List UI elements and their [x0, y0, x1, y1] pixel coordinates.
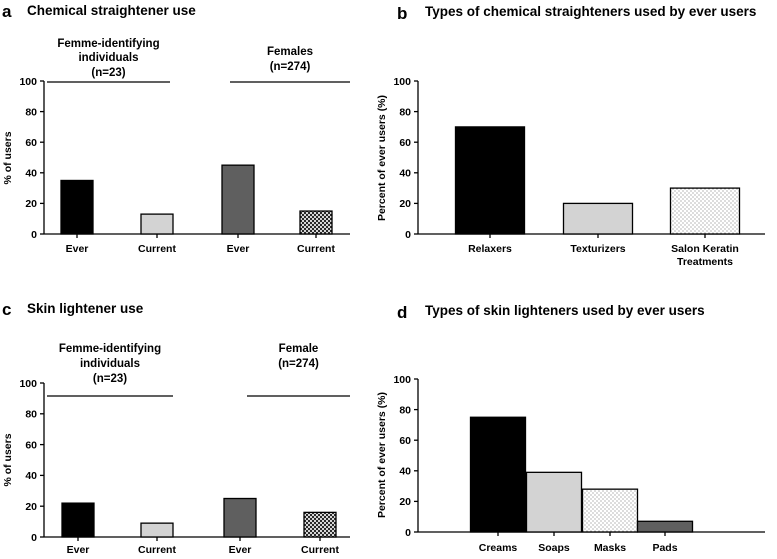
- x-category-label: Pads: [652, 542, 677, 554]
- bar-texturizers: [562, 202, 634, 235]
- y-tick-label: 60: [399, 435, 411, 447]
- y-tick-label: 40: [399, 466, 411, 478]
- x-category-label: Masks: [594, 542, 626, 554]
- x-category-label: Ever: [67, 544, 90, 556]
- x-category-label: Soaps: [538, 542, 570, 554]
- panel-a: a Chemical straightener use % of users 0…: [2, 2, 350, 255]
- panel-c-plot: 0 20 40 60 80 100 Ever Current Ever Current Femme-…: [19, 343, 350, 556]
- bar-pads: [636, 520, 694, 533]
- x-category-label: Ever: [227, 243, 250, 255]
- y-tick-label: 20: [399, 496, 411, 508]
- bar-ever: [60, 179, 94, 235]
- bar-ever: [223, 497, 257, 538]
- x-category-label: Treatments: [677, 256, 733, 268]
- group-label: individuals: [78, 52, 138, 64]
- panel-b-plot: 0 20 40 60 80 100 Relaxers Texturizers Salon Ker…: [393, 76, 765, 268]
- y-tick-label: 20: [25, 501, 37, 513]
- panel-a-title: Chemical straightener use: [27, 3, 196, 18]
- y-tick-label: 40: [25, 168, 37, 180]
- y-tick-label: 0: [405, 229, 411, 241]
- panel-b: b Types of chemical straighteners used b…: [376, 4, 765, 268]
- bar-current: [140, 213, 174, 235]
- panel-d-y-axis-label: Percent of ever users (%): [376, 392, 388, 518]
- panel-d-letter: d: [397, 303, 407, 322]
- y-tick-label: 60: [25, 137, 37, 149]
- panel-b-y-axis-label: Percent of ever users (%): [376, 95, 388, 221]
- y-tick-label: 100: [19, 378, 37, 390]
- group-label: (n=23): [93, 373, 127, 385]
- bar-creams: [469, 416, 527, 533]
- group-label: (n=274): [278, 358, 319, 370]
- y-tick-label: 20: [25, 198, 37, 210]
- group-label: (n=23): [91, 67, 125, 79]
- bar-current: [299, 210, 333, 235]
- x-category-label: Creams: [479, 542, 518, 554]
- y-tick-label: 100: [19, 76, 37, 88]
- panel-a-letter: a: [2, 2, 12, 21]
- bar-salon-keratin-treatments: [669, 187, 741, 235]
- panel-b-letter: b: [397, 4, 407, 23]
- x-category-label: Texturizers: [570, 243, 625, 255]
- group-label: Femme-identifying: [57, 38, 159, 50]
- panel-a-plot: 0 20 40 60 80 100 Ever Current Ever Current Femme-…: [19, 38, 350, 255]
- group-label: individuals: [80, 358, 140, 370]
- panel-a-y-axis-label: % of users: [2, 131, 14, 184]
- y-tick-label: 80: [25, 409, 37, 421]
- group-label: Female: [279, 343, 319, 355]
- y-tick-label: 60: [25, 439, 37, 451]
- panel-c-y-axis-label: % of users: [2, 433, 14, 486]
- y-tick-label: 100: [393, 374, 411, 386]
- bar-relaxers: [454, 126, 526, 235]
- x-category-label: Current: [301, 544, 339, 556]
- panel-b-title: Types of chemical straighteners used by …: [425, 4, 756, 19]
- x-category-label: Current: [138, 544, 176, 556]
- y-tick-label: 40: [399, 168, 411, 180]
- y-tick-label: 80: [399, 106, 411, 118]
- y-tick-label: 0: [31, 229, 37, 241]
- y-tick-label: 80: [25, 106, 37, 118]
- y-tick-label: 0: [405, 527, 411, 539]
- x-category-label: Ever: [229, 544, 252, 556]
- bar-current: [140, 522, 174, 538]
- bar-masks: [581, 488, 639, 533]
- y-tick-label: 0: [31, 532, 37, 544]
- panel-d-title: Types of skin lighteners used by ever us…: [425, 303, 705, 318]
- panel-d: d Types of skin lighteners used by ever …: [376, 303, 765, 554]
- panel-c-letter: c: [2, 300, 11, 319]
- panel-d-plot: 0 20 40 60 80 100 Creams Soaps Masks Pads: [393, 374, 765, 554]
- y-tick-label: 20: [399, 198, 411, 210]
- y-tick-label: 60: [399, 137, 411, 149]
- x-category-label: Current: [297, 243, 335, 255]
- bar-soaps: [525, 471, 583, 533]
- panel-c-title: Skin lightener use: [27, 301, 144, 316]
- x-category-label: Ever: [66, 243, 89, 255]
- y-tick-label: 80: [399, 404, 411, 416]
- bar-ever: [61, 502, 95, 538]
- group-label: Females: [267, 46, 313, 58]
- y-tick-label: 40: [25, 470, 37, 482]
- x-category-label: Current: [138, 243, 176, 255]
- y-tick-label: 100: [393, 76, 411, 88]
- group-label: Femme-identifying: [59, 343, 161, 355]
- x-category-label: Relaxers: [468, 243, 512, 255]
- panel-c: c Skin lightener use % of users 0 20 40 60 8…: [2, 300, 350, 556]
- bar-current: [303, 511, 337, 538]
- group-label: (n=274): [270, 61, 311, 73]
- bar-ever: [221, 164, 255, 235]
- x-category-label: Salon Keratin: [671, 243, 739, 255]
